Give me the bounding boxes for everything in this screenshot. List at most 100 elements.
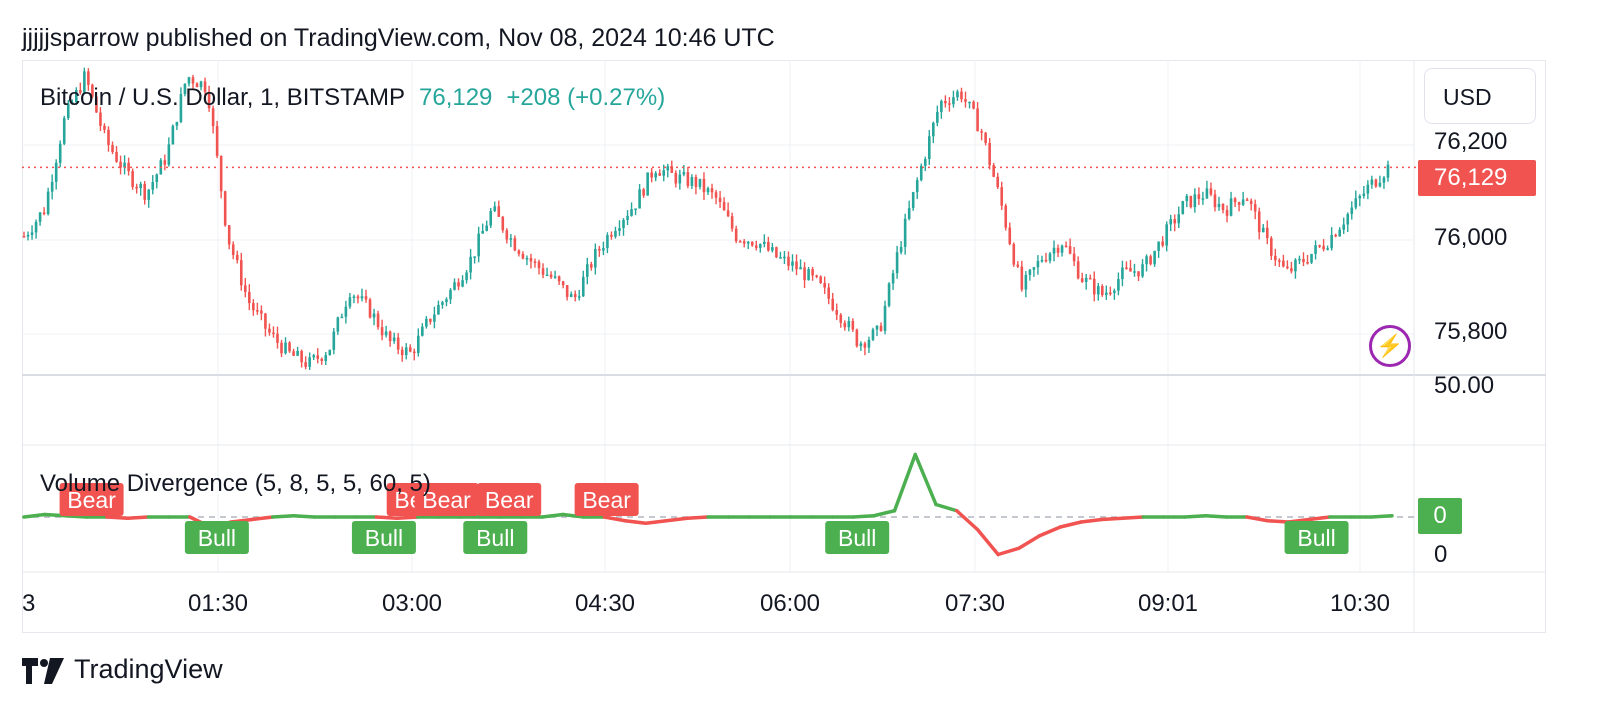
bear-label: Bear xyxy=(422,487,471,513)
indicator-segment xyxy=(872,509,897,518)
candle-body xyxy=(1141,264,1144,277)
candle-body xyxy=(300,350,303,363)
indicator-segment xyxy=(1369,514,1394,519)
candle-body xyxy=(151,182,155,190)
candle-body xyxy=(235,254,239,261)
candle-body xyxy=(260,310,263,314)
tradingview-logo[interactable]: TradingView xyxy=(22,654,223,685)
bear-label: Bear xyxy=(485,487,534,513)
candle-body xyxy=(1125,267,1128,270)
candle-body xyxy=(1269,238,1273,256)
bull-label-badge xyxy=(463,521,528,554)
candle-body xyxy=(940,100,943,113)
indicator-segment xyxy=(975,527,1000,557)
candle-body xyxy=(598,248,601,251)
candle-body xyxy=(891,273,895,284)
candle-body xyxy=(42,212,46,215)
candle-body xyxy=(984,132,987,143)
candle-body xyxy=(742,241,746,244)
candle-body xyxy=(364,296,368,300)
candle-body xyxy=(352,296,356,298)
candle-body xyxy=(91,84,94,97)
indicator-segment xyxy=(1017,534,1042,550)
indicator-segment xyxy=(291,514,316,519)
candle-body xyxy=(1241,199,1245,205)
candle-body xyxy=(1113,290,1116,293)
candle-body xyxy=(1157,241,1160,251)
candle-body xyxy=(1306,262,1309,264)
candle-body xyxy=(1028,269,1032,275)
candle-body xyxy=(750,241,754,246)
candle-body xyxy=(175,121,179,126)
candle-body xyxy=(340,316,344,319)
candle-body xyxy=(1189,195,1193,208)
candle-body xyxy=(70,102,74,104)
candle-body xyxy=(1298,258,1301,261)
indicator-segment xyxy=(1245,515,1270,523)
candle-body xyxy=(79,90,82,93)
candle-body xyxy=(1181,201,1185,215)
candle-body xyxy=(690,177,694,186)
candle-body xyxy=(324,355,328,361)
indicator-segment xyxy=(851,514,876,519)
candle-body xyxy=(1177,214,1181,224)
candle-body xyxy=(686,172,690,186)
candle-body xyxy=(336,317,340,332)
candle-body xyxy=(783,256,786,259)
candle-body xyxy=(396,337,400,350)
candle-body xyxy=(618,228,621,231)
candle-body xyxy=(734,228,738,242)
candle-body xyxy=(115,152,118,162)
bear-label-badge xyxy=(477,483,542,516)
candle-body xyxy=(658,173,662,176)
candle-body xyxy=(360,296,364,299)
candle-body xyxy=(706,188,710,193)
candle-body xyxy=(284,342,287,354)
candle-body xyxy=(541,268,545,275)
candle-body xyxy=(1294,259,1297,272)
candle-body xyxy=(654,173,657,178)
candle-body xyxy=(264,313,267,329)
candle-body xyxy=(223,191,227,226)
candle-body xyxy=(485,225,489,231)
candle-body xyxy=(1274,255,1277,261)
candle-body xyxy=(1056,247,1060,253)
y-tick-label: 75,800 xyxy=(1434,318,1508,345)
candle-body xyxy=(875,325,879,330)
indicator-segment xyxy=(395,515,420,520)
candle-body xyxy=(964,99,967,102)
candle-body xyxy=(694,177,698,187)
alert-bolt-icon[interactable]: ⚡ xyxy=(1369,325,1411,367)
candle-body xyxy=(863,343,867,348)
candle-body xyxy=(243,285,247,292)
candle-body xyxy=(807,269,810,281)
candle-body xyxy=(1133,271,1136,273)
indicator-segment xyxy=(996,546,1021,557)
candle-body xyxy=(489,210,493,226)
bear-label-badge xyxy=(59,483,124,516)
candle-body xyxy=(408,347,412,352)
currency-button[interactable]: USD xyxy=(1424,68,1536,124)
candle-body xyxy=(517,250,521,254)
indicator-segment xyxy=(602,515,627,523)
candle-body xyxy=(139,183,142,189)
candle-body xyxy=(296,350,299,356)
candle-body xyxy=(1129,267,1132,272)
candle-body xyxy=(62,118,66,144)
candle-body xyxy=(26,235,30,237)
candle-body xyxy=(441,302,444,305)
candle-body xyxy=(348,297,352,307)
candle-body xyxy=(119,161,122,168)
candle-body xyxy=(646,172,649,196)
candle-body xyxy=(445,299,448,303)
indicator-y-tick-label: 50.00 xyxy=(1434,372,1495,399)
candle-body xyxy=(207,91,211,109)
candle-body xyxy=(919,165,923,181)
candle-body xyxy=(1137,271,1140,277)
y-tick-label: 76,200 xyxy=(1434,128,1508,155)
candle-body xyxy=(565,285,569,297)
candle-body xyxy=(1245,199,1249,201)
candle-body xyxy=(1076,261,1080,279)
candle-body xyxy=(83,71,86,93)
